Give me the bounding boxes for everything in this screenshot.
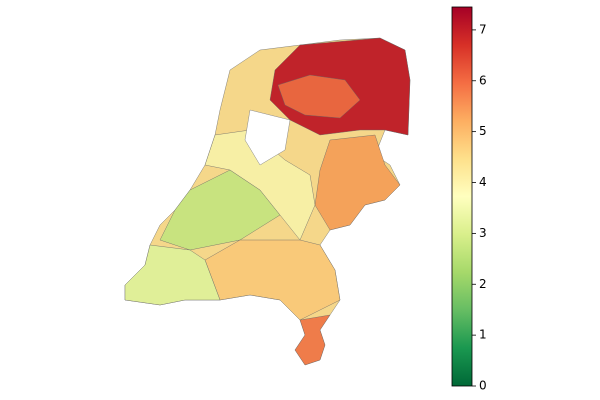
netherlands-map [124,37,411,366]
region-southwest [124,244,221,306]
lake [244,109,291,166]
region-limburg [294,314,331,366]
colorbar-tick-label: 5 [479,124,487,138]
colorbar-tick-label: 4 [479,175,487,189]
region-south [204,239,341,321]
colorbar-tick-label: 1 [479,328,487,342]
colorbar-tick-label: 6 [479,73,487,87]
region-east [314,134,401,231]
colorbar-tick-label: 3 [479,226,487,240]
region-north-inner [277,74,361,119]
colorbar [451,6,473,387]
colorbar-tick-label: 0 [479,379,487,393]
colorbar-tick-label: 7 [479,22,487,36]
colorbar-tick-label: 2 [479,277,487,291]
